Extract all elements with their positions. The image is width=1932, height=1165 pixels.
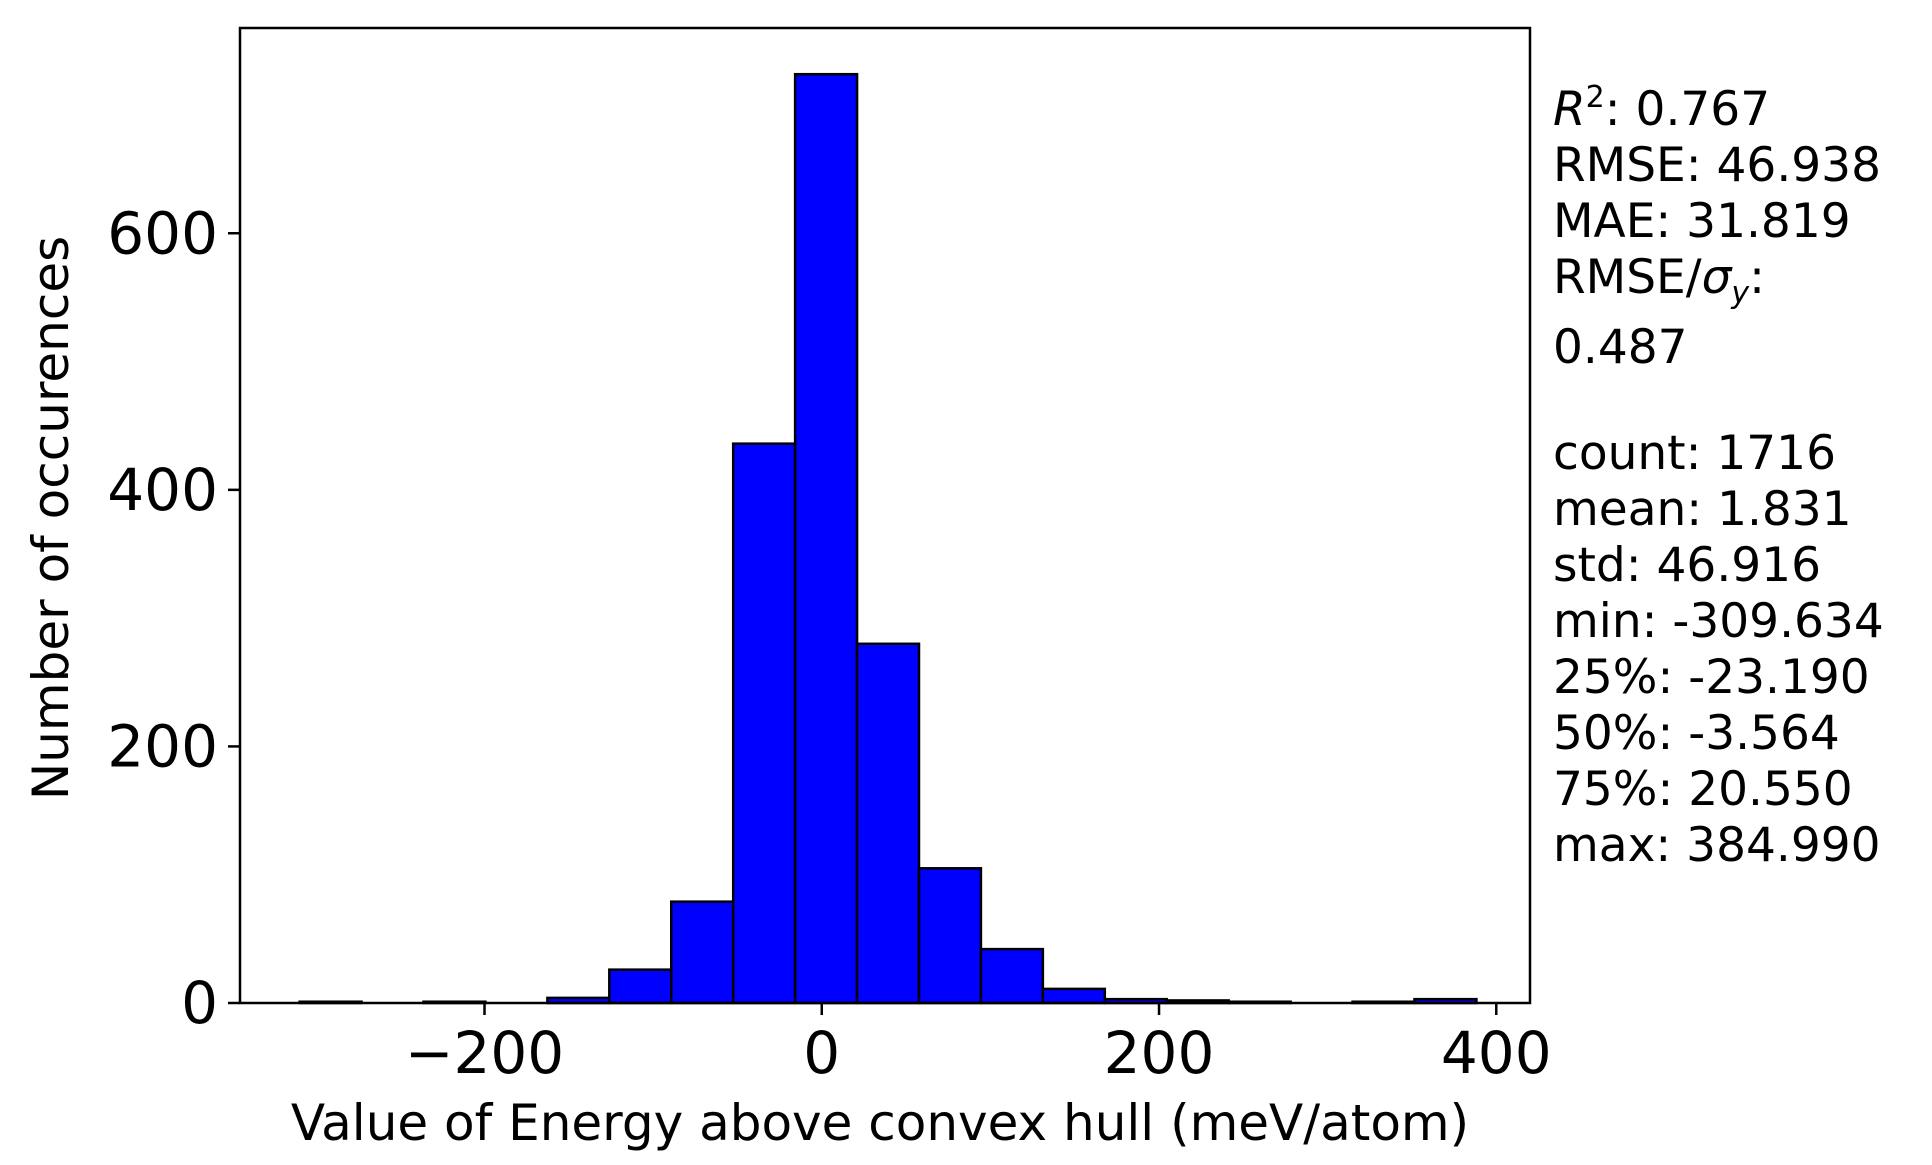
y-tick-label: 600 (107, 199, 218, 267)
x-tick-label: 200 (1104, 1019, 1215, 1087)
histogram-bar (731, 442, 797, 1005)
sigma-symbol: σ (1701, 250, 1732, 305)
r2-value: : 0.767 (1604, 82, 1771, 137)
min-line: min: -309.634 (1553, 594, 1884, 649)
x-tick-label: 400 (1441, 1019, 1552, 1087)
x-axis-label: Value of Energy above convex hull (meV/a… (291, 1094, 1469, 1152)
y-tick-label: 0 (181, 969, 218, 1037)
r2-symbol: R (1553, 82, 1586, 137)
rmse-line: RMSE: 46.938 (1553, 138, 1881, 193)
y-axis-label: Number of occurences (22, 236, 80, 800)
sigma-subscript: y (1731, 276, 1750, 311)
histogram-bar (1041, 987, 1107, 1005)
max-line: max: 384.990 (1553, 818, 1881, 873)
stats-gap (1553, 376, 1884, 426)
histogram-bar (917, 867, 983, 1005)
mean-line: mean: 1.831 (1553, 482, 1852, 537)
r2-line: R2: 0.767 (1553, 82, 1884, 138)
p25-line: 25%: -23.190 (1553, 650, 1870, 705)
histogram-bar (608, 968, 673, 1005)
rmse-sigma-value: 0.487 (1553, 320, 1688, 375)
rmse-sigma-prefix: RMSE/ (1553, 250, 1702, 305)
p75-line: 75%: 20.550 (1553, 762, 1853, 817)
x-axis-ticks: −200 0 200 400 (405, 1003, 1552, 1087)
histogram-bar (793, 72, 859, 1005)
y-axis-ticks: 0 200 400 600 (107, 199, 240, 1037)
histogram-bar (669, 900, 735, 1005)
histogram-bar (855, 642, 921, 1005)
y-tick-label: 200 (107, 712, 218, 780)
y-tick-label: 400 (107, 456, 218, 524)
x-tick-label: 0 (803, 1019, 840, 1087)
rmse-sigma-line: RMSE/σy: (1553, 250, 1884, 320)
rmse-sigma-colon: : (1749, 250, 1765, 305)
x-tick-label: −200 (405, 1019, 564, 1087)
std-line: std: 46.916 (1553, 538, 1821, 593)
count-line: count: 1716 (1553, 426, 1836, 481)
stats-panel: R2: 0.767 RMSE: 46.938 MAE: 31.819 RMSE/… (1553, 82, 1884, 874)
mae-line: MAE: 31.819 (1553, 194, 1851, 249)
histogram-bar (979, 947, 1045, 1005)
r2-exponent: 2 (1585, 80, 1605, 115)
p50-line: 50%: -3.564 (1553, 706, 1840, 761)
bars-group (298, 72, 1478, 1005)
plot-frame (238, 26, 1532, 1005)
